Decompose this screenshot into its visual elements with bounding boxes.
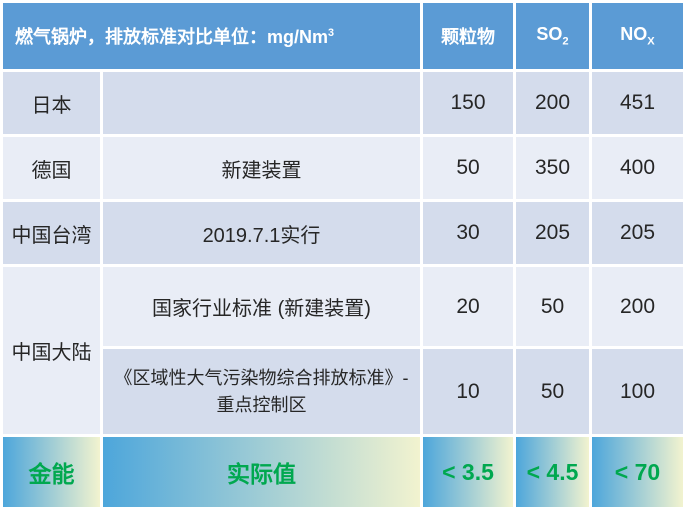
value-cell-taiwan-nox: 205 <box>592 202 683 264</box>
desc-cell-industry-standard: 国家行业标准 (新建装置) <box>103 267 420 346</box>
column-header-particulates: 颗粒物 <box>423 3 513 69</box>
title-superscript: 3 <box>328 27 335 39</box>
desc-cell-germany: 新建装置 <box>103 137 420 199</box>
value-cell-germany-so2: 350 <box>516 137 589 199</box>
region-cell-taiwan: 中国台湾 <box>3 202 100 264</box>
desc-cell-taiwan: 2019.7.1实行 <box>103 202 420 264</box>
nox-subscript: X <box>647 35 655 48</box>
region-cell-germany: 德国 <box>3 137 100 199</box>
regional-standard-line2: 重点控制区 <box>216 394 307 415</box>
value-cell-taiwan-so2: 205 <box>516 202 589 264</box>
nox-base: NO <box>620 24 648 45</box>
table-row-germany: 德国 新建装置 50 350 400 <box>3 137 683 199</box>
so2-subscript: 2 <box>562 35 569 48</box>
value-cell-japan-so2: 200 <box>516 72 589 134</box>
region-cell-japan: 日本 <box>3 72 100 134</box>
so2-base: SO <box>536 24 563 45</box>
regional-standard-line1: 《区域性大气污染物综合排放标准》- <box>114 368 409 389</box>
column-header-so2: SO2 <box>516 3 589 69</box>
footer-cell-actual-nox: < 70 <box>592 437 683 507</box>
value-cell-industry-pm: 20 <box>423 267 513 346</box>
footer-cell-actual-pm: < 3.5 <box>423 437 513 507</box>
table-header-row: 燃气锅炉，排放标准对比单位：mg/Nm3 颗粒物 SO2 NOX <box>3 3 683 69</box>
table-row-japan: 日本 150 200 451 <box>3 72 683 134</box>
table-row-mainland-industry-standard: 中国大陆 国家行业标准 (新建装置) 20 50 200 <box>3 267 683 434</box>
table-row-taiwan: 中国台湾 2019.7.1实行 30 205 205 <box>3 202 683 264</box>
value-cell-germany-nox: 400 <box>592 137 683 199</box>
table-title-text: 燃气锅炉，排放标准对比单位：mg/Nm <box>15 27 329 47</box>
desc-cell-japan <box>103 72 420 134</box>
table-row-mainland-regional-standard: 《区域性大气污染物综合排放标准》- 重点控制区 10 50 100 <box>3 349 683 434</box>
value-cell-regional-so2: 50 <box>516 349 589 434</box>
value-cell-japan-pm: 150 <box>423 72 513 134</box>
value-cell-taiwan-pm: 30 <box>423 202 513 264</box>
value-cell-regional-nox: 100 <box>592 349 683 434</box>
footer-cell-actual-label: 实际值 <box>103 437 420 507</box>
column-header-nox: NOX <box>592 3 683 69</box>
value-cell-industry-so2: 50 <box>516 267 589 346</box>
desc-cell-regional-standard: 《区域性大气污染物综合排放标准》- 重点控制区 <box>103 349 420 434</box>
value-cell-japan-nox: 451 <box>592 72 683 134</box>
footer-cell-actual-so2: < 4.5 <box>516 437 589 507</box>
table-row-jinneng-actual: 金能 实际值 < 3.5 < 4.5 < 70 <box>3 437 683 507</box>
region-cell-mainland-china: 中国大陆 <box>3 267 100 434</box>
value-cell-regional-pm: 10 <box>423 349 513 434</box>
footer-cell-company: 金能 <box>3 437 100 507</box>
value-cell-germany-pm: 50 <box>423 137 513 199</box>
value-cell-industry-nox: 200 <box>592 267 683 346</box>
table-title: 燃气锅炉，排放标准对比单位：mg/Nm3 <box>3 3 420 69</box>
